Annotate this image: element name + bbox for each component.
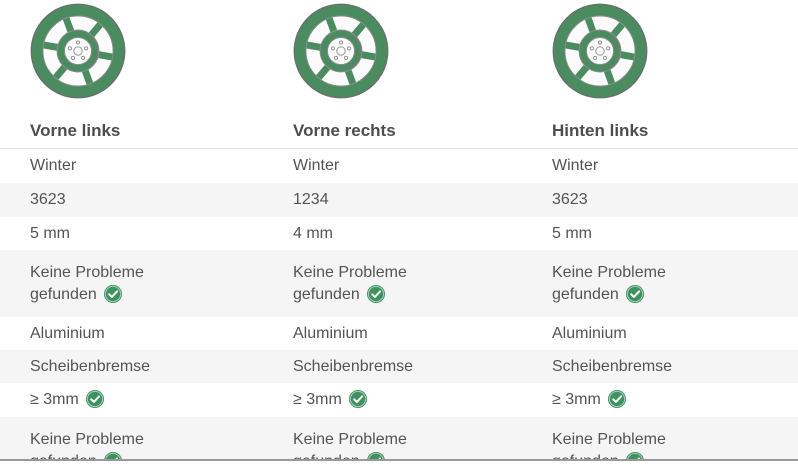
check-circle-icon	[366, 284, 385, 303]
wheel-icon	[552, 3, 648, 99]
cell-text: ≥ 3mm	[30, 391, 79, 408]
cell-text: Scheibenbremse	[293, 357, 414, 375]
cell-text: Aluminium	[552, 324, 627, 342]
table-cell: Scheibenbremse	[263, 350, 522, 383]
cell-text: ≥ 3mm	[293, 391, 342, 408]
row-tread-depth: 5 mm 4 mm 5 mm	[0, 217, 798, 250]
column-title: Vorne links	[30, 121, 121, 140]
table-cell: 5 mm	[522, 217, 798, 250]
table-cell: Winter	[0, 149, 263, 183]
table-cell: Scheibenbremse	[0, 350, 263, 383]
check-circle-icon	[85, 390, 104, 408]
row-tyre-number: 3623 1234 3623	[0, 183, 798, 217]
check-circle-icon	[348, 390, 367, 408]
cell-text: Winter	[293, 157, 340, 174]
row-rim-material: Aluminium Aluminium Aluminium	[0, 317, 798, 350]
table-cell: 1234	[263, 183, 522, 217]
cell-text: 5 mm	[552, 224, 592, 242]
check-circle-icon	[625, 284, 644, 303]
row-brake-problems: Keine Probleme gefunden Keine Probleme g…	[0, 417, 798, 461]
check-circle-icon	[366, 451, 385, 459]
table-cell: 5 mm	[0, 217, 263, 250]
table-cell: Keine Probleme gefunden	[0, 250, 263, 317]
cell-text: 4 mm	[293, 224, 333, 242]
cell-text: Keine Probleme gefunden	[30, 263, 144, 303]
cell-text: Aluminium	[30, 324, 105, 342]
wheel-icon	[30, 3, 126, 99]
table-cell: Keine Probleme gefunden	[263, 417, 522, 461]
check-circle-icon	[103, 451, 122, 459]
table-cell: 4 mm	[263, 217, 522, 250]
table-cell: ≥ 3mm	[263, 383, 522, 417]
cell-text: Scheibenbremse	[552, 357, 673, 375]
table-cell: Keine Probleme gefunden	[263, 250, 522, 317]
cell-text: Keine Probleme gefunden	[552, 263, 666, 303]
table-cell: 3623	[522, 183, 798, 217]
cell-text: Aluminium	[293, 324, 368, 342]
table-cell: ≥ 3mm	[0, 383, 263, 417]
cell-text: Winter	[30, 157, 77, 174]
table-cell: ≥ 3mm	[522, 383, 798, 417]
cell-text: ≥ 3mm	[552, 391, 601, 408]
cell-text: Scheibenbremse	[30, 357, 151, 375]
table-cell: Scheibenbremse	[522, 350, 798, 383]
cell-text: Keine Probleme gefunden	[552, 430, 666, 461]
row-tyre-season: Winter Winter Winter	[0, 149, 798, 183]
cell-text: Keine Probleme gefunden	[293, 263, 407, 303]
check-circle-icon	[607, 390, 626, 408]
column-header-front-left: Vorne links	[0, 3, 263, 148]
cell-text: 1234	[293, 191, 329, 208]
table-cell: Keine Probleme gefunden	[522, 250, 798, 317]
column-header-rear-left: Hinten links	[522, 3, 798, 148]
cell-text: Winter	[552, 157, 599, 174]
table-cell: Keine Probleme gefunden	[522, 417, 798, 461]
check-circle-icon	[103, 284, 122, 303]
table-rows: Winter Winter Winter 3623 1234 3623 5 mm…	[0, 149, 798, 461]
cell-text: 5 mm	[30, 224, 70, 242]
table-cell: Winter	[263, 149, 522, 183]
table-cell: 3623	[0, 183, 263, 217]
column-title: Hinten links	[552, 121, 649, 140]
cell-text: 3623	[552, 191, 588, 208]
column-headers: Vorne links Vorne rechts Hinten links	[0, 0, 798, 149]
row-brake-type: Scheibenbremse Scheibenbremse Scheibenbr…	[0, 350, 798, 383]
row-tyre-problems: Keine Probleme gefunden Keine Probleme g…	[0, 250, 798, 317]
wheel-icon	[293, 3, 389, 99]
column-header-front-right: Vorne rechts	[263, 3, 522, 148]
table-cell: Winter	[522, 149, 798, 183]
cell-text: Keine Probleme gefunden	[293, 430, 407, 461]
table-cell: Aluminium	[0, 317, 263, 350]
check-circle-icon	[625, 451, 644, 459]
column-title: Vorne rechts	[293, 121, 396, 140]
cell-text: 3623	[30, 191, 66, 208]
table-cell: Aluminium	[522, 317, 798, 350]
table-cell: Keine Probleme gefunden	[0, 417, 263, 461]
cell-text: Keine Probleme gefunden	[30, 430, 144, 461]
table-cell: Aluminium	[263, 317, 522, 350]
row-pad-depth: ≥ 3mm ≥ 3mm ≥ 3mm	[0, 383, 798, 417]
